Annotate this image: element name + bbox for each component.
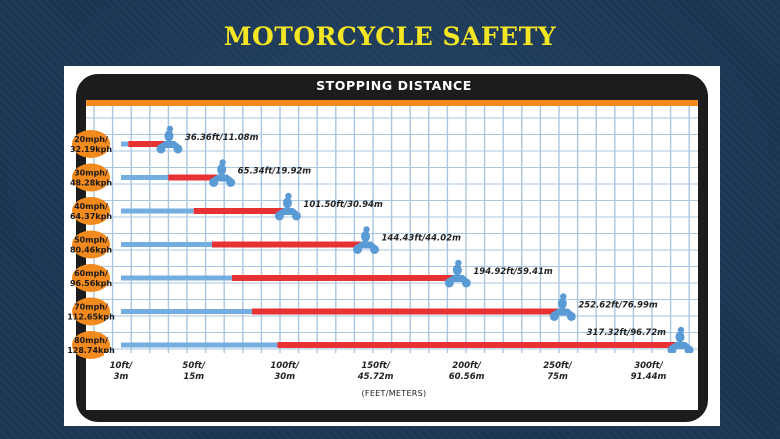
speed-badge [72, 297, 110, 326]
speed-kph-label: 112.65kph [67, 313, 115, 322]
distance-label: 317.32ft/96.72m [587, 328, 667, 338]
speed-mph-label: 20mph/ [74, 135, 108, 144]
braking-distance-bar [211, 241, 366, 248]
speed-kph-label: 96.56kph [70, 279, 112, 288]
distance-label: 36.36ft/11.08m [185, 133, 259, 143]
x-tick-label-feet: 100ft/ [270, 361, 300, 371]
x-tick-label-meters: 91.44m [631, 372, 667, 382]
speed-badge [72, 130, 110, 158]
x-tick-label-meters: 3m [114, 372, 129, 382]
speed-row: 20mph/32.19kph 36.36ft/11.08m [70, 125, 259, 158]
motorcycle-icon [156, 125, 183, 154]
distance-label: 194.92ft/59.41m [473, 267, 553, 277]
braking-distance-bar [277, 342, 680, 348]
speed-badge [72, 197, 110, 225]
distance-label: 252.62ft/76.99m [578, 301, 658, 311]
x-tick-label-meters: 45.72m [357, 372, 394, 382]
x-tick-label-feet: 300ft/ [634, 361, 664, 371]
x-tick-label-feet: 50ft/ [182, 361, 206, 371]
x-axis-ticks: 10ft/3m 50ft/15m 100ft/30m 150ft/45.72m 200f… [110, 361, 667, 382]
x-tick-label-meters: 15m [183, 372, 204, 382]
speed-kph-label: 80.46kph [70, 246, 112, 255]
reaction-distance-bar [121, 342, 278, 348]
header-orange-stripe [86, 100, 698, 106]
x-tick-label-feet: 200ft/ [452, 361, 482, 371]
stopping-distance-chart: STOPPING DISTANCE 20mph/32.19kph 36.36ft/… [67, 74, 708, 422]
speed-mph-label: 50mph/ [74, 236, 108, 245]
motorcycle-icon [667, 326, 694, 355]
speed-kph-label: 32.19kph [70, 145, 112, 154]
motorcycle-icon [353, 226, 380, 254]
x-tick-label-feet: 10ft/ [110, 361, 134, 371]
speed-row: 80mph/128.74kph 317.32ft/96.72m [67, 326, 694, 359]
speed-mph-label: 60mph/ [74, 269, 108, 278]
speed-row: 40mph/64.37kph 101.50ft/30.94m [70, 192, 383, 225]
x-tick-label-meters: 75m [547, 372, 568, 382]
stopping-distance-figure: STOPPING DISTANCE 20mph/32.19kph 36.36ft/… [64, 66, 720, 426]
motorcycle-icon [209, 159, 236, 187]
speed-row: 30mph/48.28kph 65.34ft/19.92m [70, 159, 312, 192]
chart-rows: 20mph/32.19kph 36.36ft/11.08m 30mph/48.28k… [67, 125, 694, 359]
slide-title: MOTORCYCLE SAFETY [223, 22, 557, 51]
speed-badge [72, 230, 110, 259]
x-axis-label: (FEET/METERS) [362, 389, 427, 398]
reaction-distance-bar [121, 208, 194, 214]
braking-distance-bar [251, 308, 563, 315]
speed-kph-label: 48.28kph [70, 179, 112, 188]
speed-row: 70mph/112.65kph 252.62ft/76.99m [67, 293, 658, 326]
reaction-distance-bar [121, 242, 212, 247]
braking-distance-bar [231, 275, 458, 281]
speed-row: 50mph/80.46kph 144.43ft/44.02m [70, 226, 462, 259]
braking-distance-bar [193, 208, 288, 214]
braking-distance-bar [128, 141, 169, 147]
speed-kph-label: 64.37kph [70, 212, 112, 221]
speed-kph-label: 128.74kph [67, 346, 115, 355]
reaction-distance-bar [121, 275, 232, 281]
distance-label: 65.34ft/19.92m [238, 167, 312, 177]
reaction-distance-bar [121, 309, 252, 314]
chart-title: STOPPING DISTANCE [316, 78, 472, 93]
distance-label: 101.50ft/30.94m [303, 200, 383, 210]
x-tick-label-meters: 30m [274, 372, 295, 382]
x-tick-label-feet: 250ft/ [543, 361, 573, 371]
speed-mph-label: 40mph/ [74, 202, 108, 211]
speed-badge [72, 163, 110, 192]
speed-badge [72, 264, 110, 292]
speed-mph-label: 30mph/ [74, 169, 108, 178]
reaction-distance-bar [121, 175, 169, 180]
speed-badge [72, 331, 110, 359]
speed-row: 60mph/96.56kph 194.92ft/59.41m [70, 259, 553, 292]
motorcycle-icon [444, 259, 471, 288]
motorcycle-icon [274, 192, 301, 221]
x-tick-label-meters: 60.56m [449, 372, 485, 382]
x-tick-label-feet: 150ft/ [361, 361, 391, 371]
reaction-distance-bar [121, 141, 129, 147]
motorcycle-icon [549, 293, 576, 321]
speed-mph-label: 70mph/ [74, 303, 108, 312]
braking-distance-bar [168, 174, 222, 181]
speed-mph-label: 80mph/ [74, 336, 108, 345]
distance-label: 144.43ft/44.02m [382, 234, 462, 244]
